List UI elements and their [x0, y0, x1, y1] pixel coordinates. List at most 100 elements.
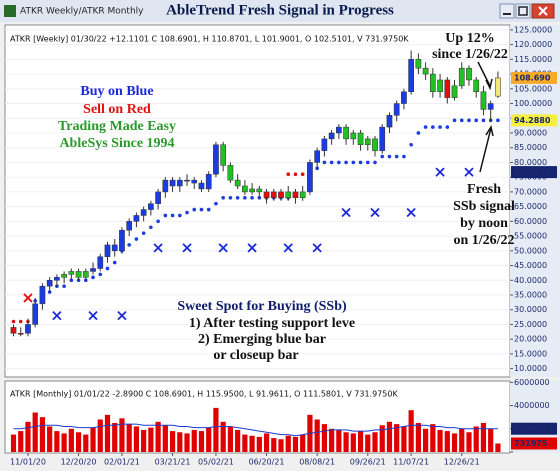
candle-body — [126, 221, 133, 231]
stop-dot — [380, 154, 385, 159]
minimize-button[interactable] — [499, 3, 515, 19]
stop-dot — [177, 213, 182, 218]
candle-body — [191, 179, 198, 184]
signal-x — [464, 167, 474, 177]
y-tick-label: 45.0000 — [514, 261, 547, 270]
candle-body — [328, 132, 335, 140]
stop-dot — [402, 154, 406, 159]
y-tick-label: 125.0000 — [514, 25, 552, 34]
stop-dot — [300, 172, 305, 177]
volume-bar — [148, 427, 154, 452]
volume-bar — [220, 421, 226, 452]
volume-bar — [401, 426, 407, 452]
stop-dot — [214, 201, 218, 206]
candle-body — [422, 67, 429, 75]
stop-dot — [431, 125, 435, 129]
volume-bar — [206, 427, 212, 452]
stop-dot — [452, 118, 457, 123]
candle-body — [234, 179, 241, 187]
candle-body — [176, 179, 183, 187]
volume-bar — [25, 421, 31, 452]
stop-dot — [387, 154, 392, 159]
volume-bar — [480, 422, 487, 452]
volume-bar — [430, 424, 436, 452]
y-tick-label: 20.0000 — [514, 335, 547, 344]
candle-body — [364, 138, 371, 146]
volume-bar — [90, 427, 96, 452]
volume-bar — [227, 426, 233, 452]
stop-dot — [163, 213, 168, 218]
stop-dot — [322, 160, 327, 165]
candle-body — [97, 256, 104, 269]
x-tick-label: 11/07/21 — [393, 458, 429, 467]
candle-body — [184, 179, 190, 182]
stop-dot — [62, 284, 66, 288]
candle-body — [487, 103, 494, 110]
maximize-button[interactable] — [515, 3, 531, 19]
average-label: 2004915 — [514, 424, 553, 433]
stop-dot — [84, 278, 88, 283]
volume-bar — [437, 429, 443, 452]
candle-body — [256, 188, 263, 193]
stop-dot — [127, 243, 131, 247]
candle-body — [148, 203, 154, 210]
candle-body — [263, 191, 270, 199]
price-label-box — [511, 71, 557, 84]
x-tick-label: 05/02/21 — [198, 458, 234, 467]
candle-body — [372, 138, 378, 151]
annotation: Trading Made Easy — [58, 119, 176, 134]
price-label-box — [511, 166, 557, 179]
stop-dot — [344, 160, 348, 165]
x-tick-label: 06/20/21 — [249, 458, 285, 467]
volume-bar — [451, 433, 458, 452]
volume-bar — [263, 433, 270, 452]
stop-dot — [337, 160, 341, 165]
volume-bar — [126, 424, 132, 452]
stop-dot — [329, 160, 334, 165]
candle-body — [321, 138, 328, 151]
volume-bar — [350, 433, 356, 452]
arrow — [477, 61, 491, 87]
stop-dot — [496, 118, 500, 123]
volume-bar — [495, 443, 501, 452]
y-tick-label: 65.0000 — [514, 202, 547, 211]
volume-bar — [75, 432, 82, 452]
signal-x — [312, 243, 322, 253]
volume-bar — [83, 434, 89, 452]
y-tick-label: 35.0000 — [514, 290, 547, 299]
signal-x — [247, 243, 257, 253]
annotation: 2) Emerging blue bar — [198, 332, 326, 347]
window-title: ATKR Weekly/ATKR Monthly — [20, 7, 144, 17]
volume-label: 731975 — [514, 439, 548, 448]
annotation: by noon — [460, 216, 508, 231]
annotation: on 1/26/22 — [453, 233, 514, 248]
stop-dot — [351, 160, 356, 165]
stop-dot — [228, 195, 233, 200]
candle-body — [17, 333, 24, 335]
candle-body — [90, 268, 96, 272]
stop-dot — [293, 172, 298, 177]
volume-bar — [141, 429, 147, 452]
annotation: since 1/26/22 — [432, 47, 508, 62]
candle-body — [227, 165, 234, 181]
x-tick-label: 02/01/21 — [104, 458, 140, 467]
signal-x — [218, 243, 228, 253]
candle-body — [119, 229, 125, 252]
candle-body — [162, 179, 169, 193]
y-tick-label: 90.0000 — [514, 128, 547, 137]
y-tick-label: 60.0000 — [514, 217, 547, 226]
stop-dot — [149, 225, 153, 230]
candle-body — [82, 271, 89, 278]
y-tick-label: 55.0000 — [514, 232, 547, 241]
candle-body — [75, 271, 82, 278]
y-tick-label: 100.0000 — [514, 99, 552, 108]
volume-bar — [184, 433, 190, 452]
volume-bar — [285, 435, 291, 452]
stop-dot — [243, 195, 247, 200]
signal-x — [406, 207, 416, 218]
annotation: Fresh — [467, 182, 501, 197]
signal-x — [52, 310, 62, 321]
weekly-header: ATKR [Weekly] 01/30/22 +12.1101 C 108.69… — [10, 35, 409, 44]
annotation: 1) After testing support leve — [189, 316, 355, 331]
